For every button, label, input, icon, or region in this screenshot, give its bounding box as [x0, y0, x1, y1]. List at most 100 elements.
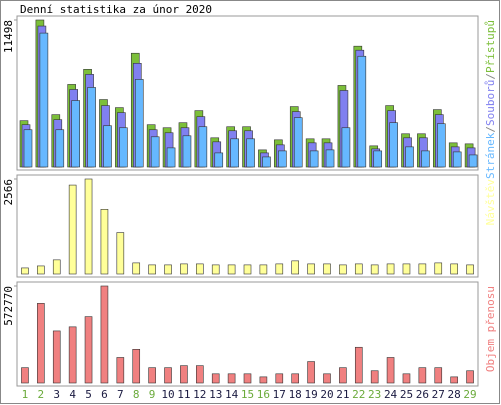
bar [148, 264, 156, 275]
bar [132, 349, 141, 384]
legend-entry: Objem přenosu [484, 286, 497, 372]
bar [452, 151, 462, 168]
x-tick-label: 15 [241, 388, 254, 401]
bar [466, 264, 474, 275]
bar [37, 265, 45, 275]
bar [23, 129, 33, 168]
bar [150, 136, 160, 168]
bar [354, 346, 363, 384]
legend: Návštěv [484, 179, 497, 226]
bar [227, 264, 236, 275]
bar [434, 262, 443, 275]
bar [134, 79, 144, 168]
bar [214, 152, 224, 168]
bar [405, 146, 414, 168]
legend: Objem přenosu [484, 286, 497, 372]
bar [21, 367, 29, 384]
bar [198, 126, 208, 168]
bar [103, 125, 112, 168]
x-tick-label: 27 [432, 388, 445, 401]
bar [386, 263, 395, 275]
bar [370, 264, 379, 275]
x-tick-label: 12 [193, 388, 206, 401]
x-tick-label: 25 [400, 388, 413, 401]
bar [68, 184, 77, 275]
bar [71, 100, 80, 168]
bar [421, 150, 430, 168]
y-tick-label: 11498 [2, 20, 15, 53]
bar [132, 262, 141, 275]
bar [450, 263, 458, 275]
bar [466, 370, 474, 384]
x-tick-label: 8 [133, 388, 140, 401]
bar [357, 55, 367, 168]
bar [211, 373, 220, 384]
bar [119, 127, 128, 168]
x-tick-label: 10 [161, 388, 174, 401]
x-tick-label: 26 [416, 388, 429, 401]
bar [68, 326, 77, 384]
x-tick-label: 9 [149, 388, 156, 401]
x-tick-label: 2 [38, 388, 45, 401]
x-tick-label: 16 [257, 388, 270, 401]
bar [227, 373, 236, 384]
x-tick-label: 1 [22, 388, 29, 401]
chart-title: Denní statistika za únor 2020 [20, 3, 212, 16]
bar [418, 263, 427, 275]
bar [259, 376, 268, 384]
x-tick-label: 23 [368, 388, 381, 401]
bar [307, 361, 315, 384]
x-tick-label: 20 [320, 388, 333, 401]
legend-entry: Návštěv [484, 179, 497, 226]
legend-separator: / [484, 73, 497, 80]
bar [291, 260, 299, 275]
bar [373, 150, 383, 168]
bar [182, 135, 192, 168]
bar [100, 209, 109, 275]
bar [450, 376, 458, 384]
x-tick-label: 7 [117, 388, 124, 401]
x-tick-label: 21 [336, 388, 349, 401]
x-tick-label: 6 [101, 388, 108, 401]
bar [418, 367, 427, 384]
bar [164, 264, 172, 275]
bar [323, 263, 331, 275]
bar [180, 263, 188, 275]
bar [246, 138, 255, 168]
bar [196, 263, 204, 275]
bar [230, 138, 239, 168]
legend-separator: / [484, 126, 497, 133]
legend: Stránek/Souborů/Přístupů [484, 20, 497, 179]
bar [293, 117, 303, 168]
bar [52, 330, 61, 384]
bar [180, 365, 188, 384]
x-tick-label: 19 [304, 388, 317, 401]
bar [116, 232, 125, 275]
bar [116, 357, 125, 384]
bar [196, 365, 204, 384]
bar [100, 285, 109, 384]
bar [243, 264, 252, 275]
bar [37, 303, 45, 384]
bar [402, 373, 411, 384]
bar [354, 263, 363, 275]
bar [325, 149, 335, 168]
y-tick-label: 572770 [2, 286, 15, 326]
bar [164, 367, 172, 384]
panel [16, 174, 479, 278]
bar [389, 122, 398, 168]
x-tick-label: 17 [273, 388, 286, 401]
bar [341, 127, 351, 168]
bar [84, 316, 93, 384]
x-tick-label: 14 [225, 388, 239, 401]
bar [243, 373, 252, 384]
x-tick-label: 24 [384, 388, 398, 401]
bar [52, 259, 61, 275]
bar [307, 263, 315, 275]
bar [323, 373, 331, 384]
bar [166, 147, 176, 168]
x-tick-label: 4 [69, 388, 76, 401]
bar [148, 367, 156, 384]
bar [87, 87, 96, 168]
